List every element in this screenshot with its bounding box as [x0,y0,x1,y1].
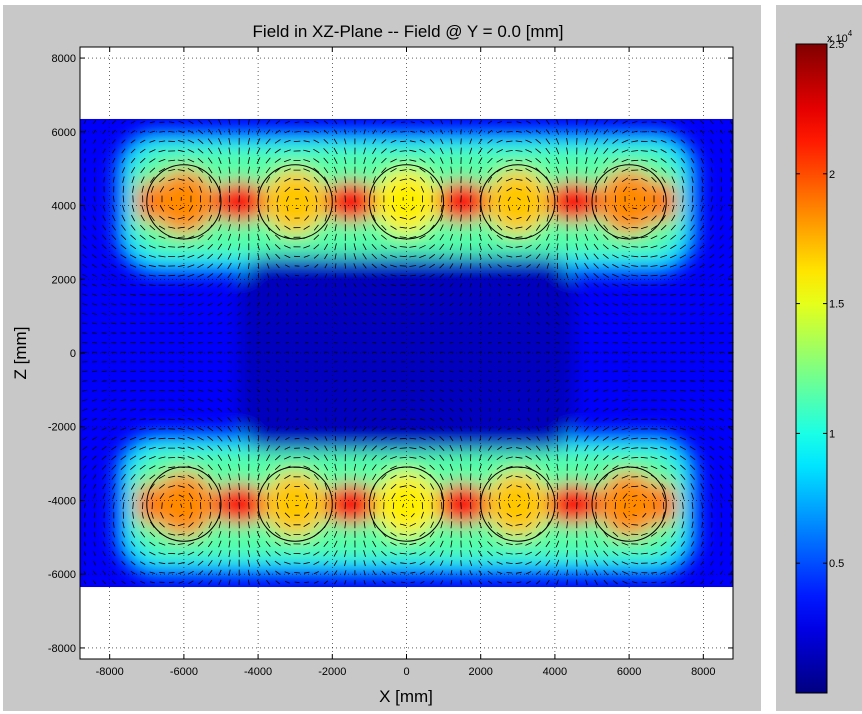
colorbar-tick-label: 2.5 [829,39,844,51]
y-tick-label: -2000 [48,422,76,434]
conductor-field [485,169,551,235]
x-tick-label: -4000 [244,666,272,678]
x-axis-label: X [mm] [379,687,433,706]
gap-hotspot [434,181,490,223]
colorbar-tick-label: 1.5 [829,299,844,311]
gap-hotspot [323,483,379,525]
x-tick-label: 8000 [691,666,715,678]
x-tick-label: 0 [403,666,409,678]
gap-hotspot [211,181,268,223]
colorbar-multiplier-base: x 10 [827,33,848,45]
colorbar: 0.5 1 1.5 2 2.5 x 104 [795,29,853,694]
grid-lines [80,47,733,659]
colorbar-ticks: 0.5 1 1.5 2 2.5 [796,39,844,570]
gap-hotspot [545,483,602,525]
x-tick-label: -8000 [96,666,124,678]
conductor-outline [146,466,222,542]
y-axis-ticks: -8000 -6000 -4000 -2000 0 2000 4000 6000 8000 [48,53,733,655]
y-tick-label: 8000 [52,53,76,65]
conductor-outline [257,164,333,240]
colorbar-multiplier: x 104 [827,29,853,45]
x-tick-label: 4000 [543,666,567,678]
conductor-field [262,471,328,537]
conductor-field [596,471,662,537]
y-tick-label: 4000 [52,201,76,213]
x-tick-label: 6000 [617,666,641,678]
conductor-outline [368,466,445,542]
x-tick-label: -2000 [318,666,346,678]
y-tick-label: 0 [70,348,76,360]
colorbar-tick-label: 1 [829,428,835,440]
colorbar-multiplier-exponent: 4 [848,29,853,38]
conductor-field [262,169,328,235]
plot-area: -8000 -6000 -4000 -2000 0 2000 4000 6000 8000 -8… [48,46,734,678]
conductor-outline [591,466,667,542]
conductor-field [596,169,662,235]
gap-hotspot [323,181,379,223]
colorbar-tick-label: 0.5 [829,558,844,570]
conductor-outline [480,164,556,240]
chart-title: Field in XZ-Plane -- Field @ Y = 0.0 [mm… [253,22,564,41]
conductor-outline [146,164,222,240]
y-tick-label: -4000 [48,495,76,507]
conductor-outlines [146,164,667,542]
colorbar-gradient [795,43,828,694]
y-axis-label: Z [mm] [11,327,30,380]
conductor-field [151,169,217,235]
field-center-low [239,257,574,451]
x-tick-label: -6000 [170,666,198,678]
conductor-field [373,471,440,537]
y-tick-label: 2000 [52,274,76,286]
gap-hotspot [434,483,490,525]
conductor-field [485,471,551,537]
conductor-field [151,471,217,537]
conductor-outline [480,466,556,542]
colorbar-tick-label: 2 [829,169,835,181]
x-axis-ticks: -8000 -6000 -4000 -2000 0 2000 4000 6000 8000 [96,47,716,678]
conductor-outline [591,164,667,240]
gap-hotspot [545,181,602,223]
y-tick-label: 6000 [52,127,76,139]
x-tick-label: 2000 [468,666,492,678]
gap-hotspot [211,483,268,525]
y-tick-label: -8000 [48,643,76,655]
conductor-outline [368,164,445,240]
conductor-outline [257,466,333,542]
y-tick-label: -6000 [48,569,76,581]
